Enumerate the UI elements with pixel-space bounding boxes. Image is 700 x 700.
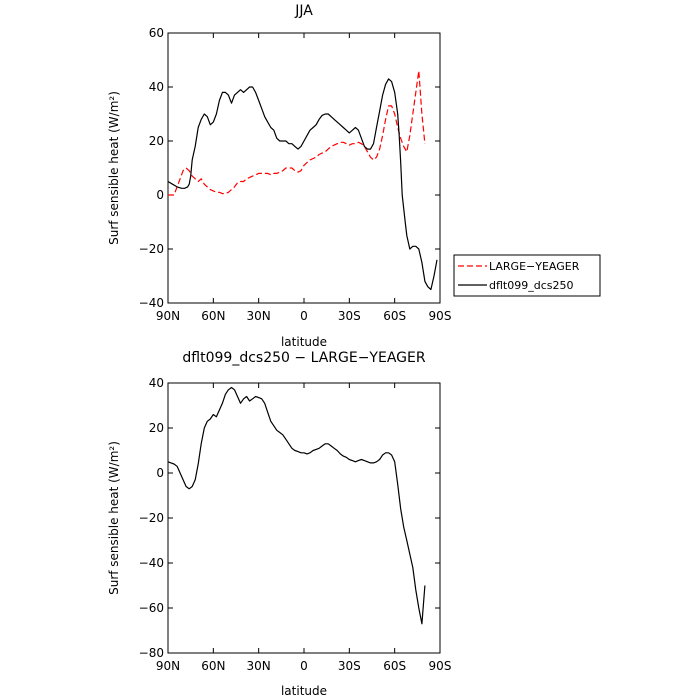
bottom-x-ticks: 90N 60N 30N 0 30S 60S 90S: [156, 383, 452, 673]
series-line-difference: [167, 386, 426, 625]
x-tick-label: 30S: [338, 309, 361, 323]
x-tick-label: 60S: [383, 309, 406, 323]
y-tick-label: −20: [139, 511, 164, 525]
x-tick-label: 90S: [429, 309, 452, 323]
y-tick-label: 0: [156, 188, 164, 202]
x-tick-label: 0: [300, 309, 308, 323]
y-tick-label: 20: [149, 134, 164, 148]
x-tick-label: 60S: [383, 659, 406, 673]
bottom-plot-frame: [167, 382, 441, 654]
top-x-ticks: 90N 60N 30N 0 30S 60S 90S: [156, 33, 452, 323]
x-tick-label: 90N: [156, 659, 180, 673]
x-tick-label: 60N: [201, 309, 225, 323]
bottom-x-axis-title: latitude: [281, 684, 327, 698]
top-plot-frame: [167, 32, 441, 304]
x-tick-label: 90S: [429, 659, 452, 673]
x-tick-label: 90N: [156, 309, 180, 323]
y-tick-label: −40: [139, 296, 164, 310]
legend-label-large-yeager: LARGE−YEAGER: [489, 260, 580, 273]
bottom-panel: dflt099_dcs250 − LARGE−YEAGER −80−60−40−…: [107, 350, 451, 698]
top-series-group: [167, 70, 438, 291]
y-tick-label: −60: [139, 601, 164, 615]
x-tick-label: 60N: [201, 659, 225, 673]
top-panel: JJA −40 −20 0 20 40 60 90N 60N 30N 0 30S 60S 90S la…: [107, 3, 451, 349]
legend-label-dflt099: dflt099_dcs250: [489, 279, 573, 292]
x-tick-label: 30N: [247, 309, 271, 323]
x-tick-label: 30N: [247, 659, 271, 673]
legend-box: [453, 254, 601, 297]
bottom-y-ticks: −80 −60 −40 −20 0 20 40: [139, 376, 440, 660]
x-tick-label: 0: [300, 659, 308, 673]
y-tick-label: 20: [149, 421, 164, 435]
y-tick-label: 0: [156, 466, 164, 480]
y-tick-label: 40: [149, 376, 164, 390]
bottom-series-group: [167, 386, 426, 625]
y-tick-label: 40: [149, 80, 164, 94]
top-y-axis-title: Surf sensible heat (W/m²): [107, 91, 121, 245]
top-x-axis-title: latitude: [281, 335, 327, 349]
bottom-chart-title: dflt099_dcs250 − LARGE−YEAGER: [182, 350, 425, 366]
legend: LARGE−YEAGER dflt099_dcs250: [453, 254, 601, 297]
top-chart-title: JJA: [294, 3, 313, 19]
y-tick-label: 60: [149, 26, 164, 40]
y-tick-label: −80: [139, 646, 164, 660]
y-tick-label: −40: [139, 556, 164, 570]
series-line-large-yeager: [168, 70, 426, 196]
y-tick-label: −20: [139, 242, 164, 256]
bottom-y-axis-title: Surf sensible heat (W/m²): [107, 441, 121, 595]
top-y-ticks: −40 −20 0 20 40 60: [139, 26, 440, 310]
series-line-dflt099-dcs250: [167, 78, 438, 291]
x-tick-label: 30S: [338, 659, 361, 673]
